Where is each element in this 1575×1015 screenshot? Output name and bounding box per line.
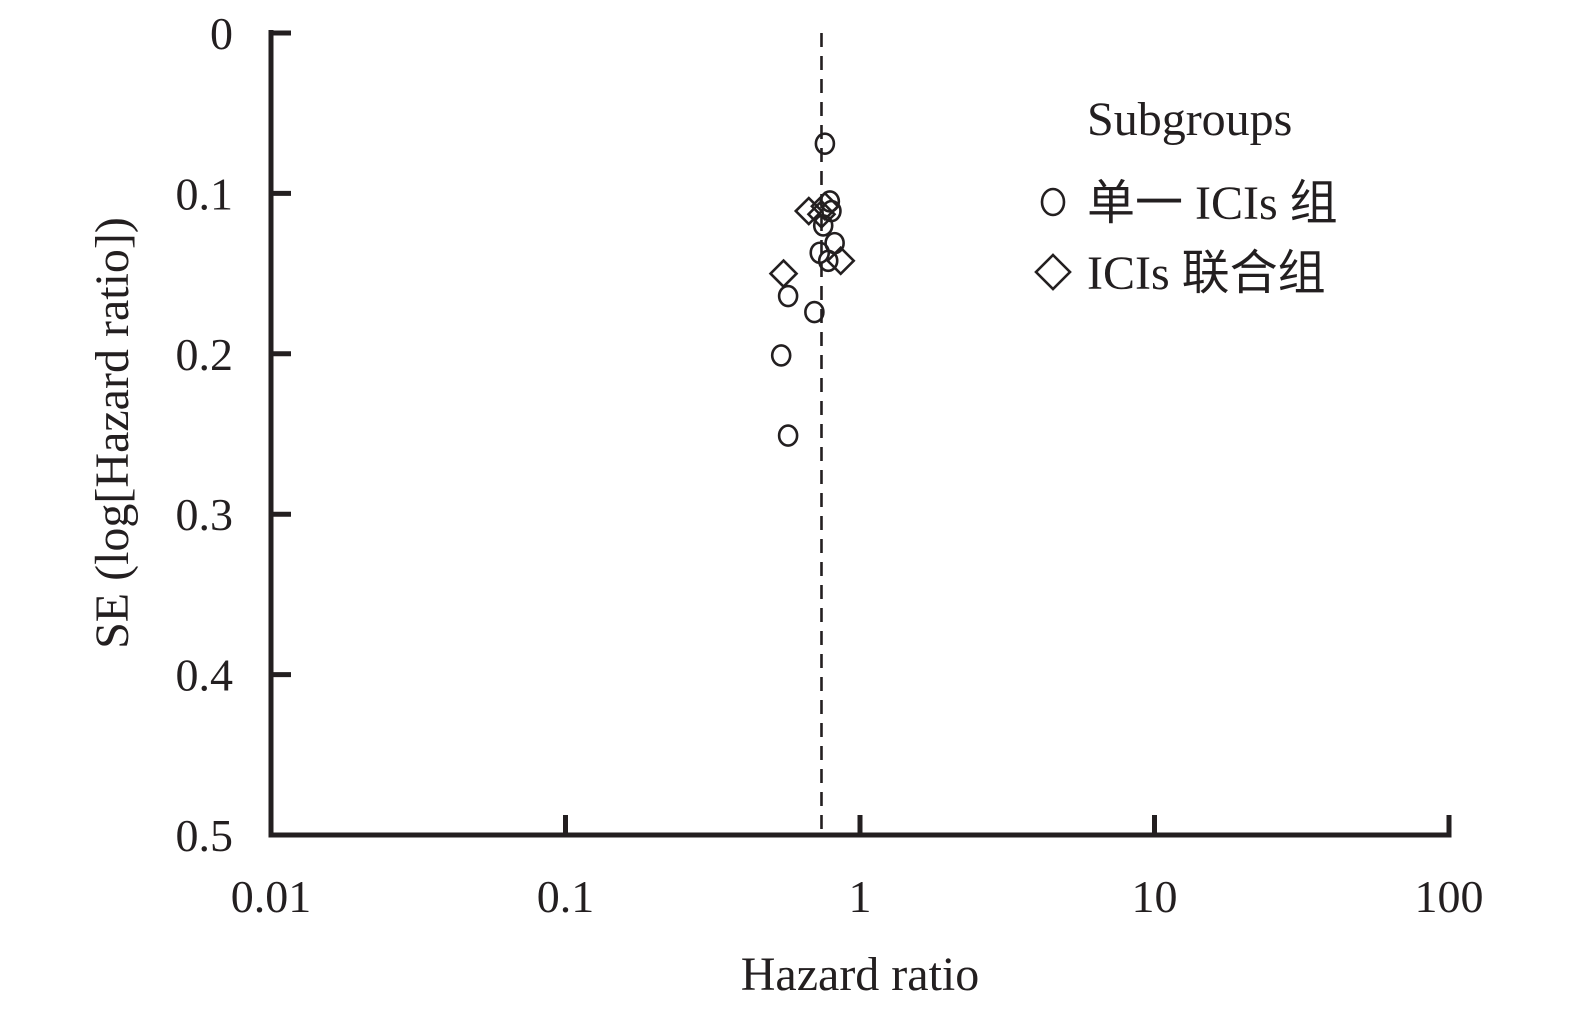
diamond-point	[825, 245, 856, 276]
x-tick-label: 1	[849, 871, 872, 922]
circle-point	[804, 300, 825, 324]
x-axis-title: Hazard ratio	[741, 948, 980, 1001]
data-markers	[768, 132, 856, 447]
circle-point	[777, 424, 799, 447]
circle-point	[814, 132, 836, 155]
y-tick-label: 0.5	[176, 810, 234, 861]
legend-circle-marker	[1040, 187, 1066, 217]
diamond-point	[806, 199, 837, 230]
legend-diamond-marker	[1034, 253, 1072, 291]
circle-point	[770, 344, 792, 367]
y-tick-label: 0.1	[176, 168, 234, 219]
x-tick-label: 10	[1132, 871, 1178, 922]
legend-label: ICIs 联合组	[1087, 247, 1326, 300]
circle-point	[812, 214, 834, 237]
x-ticks: 0.01 0.1 1 10 100	[231, 815, 1484, 922]
circle-point	[817, 249, 839, 273]
diamond-point	[810, 191, 840, 222]
axes	[268, 30, 1452, 838]
diamond-point	[768, 258, 799, 289]
legend-label: 单一 ICIs 组	[1087, 177, 1338, 230]
y-ticks: 0 0.1 0.2 0.3 0.4 0.5	[176, 8, 291, 861]
y-tick-label: 0	[210, 8, 233, 59]
x-tick-label: 0.1	[537, 871, 595, 922]
legend: Subgroups 单一 ICIs 组 ICIs 联合组	[1034, 93, 1338, 300]
y-tick-label: 0.2	[176, 329, 234, 380]
legend-title: Subgroups	[1087, 93, 1292, 146]
circle-point	[777, 284, 799, 308]
x-tick-label: 0.01	[231, 871, 312, 922]
legend-items: 单一 ICIs 组 ICIs 联合组	[1034, 177, 1338, 300]
y-tick-label: 0.3	[176, 489, 234, 540]
y-tick-label: 0.4	[176, 650, 234, 701]
x-tick-label: 100	[1415, 871, 1484, 922]
y-axis-title: SE (log[Hazard ratio])	[86, 217, 139, 649]
